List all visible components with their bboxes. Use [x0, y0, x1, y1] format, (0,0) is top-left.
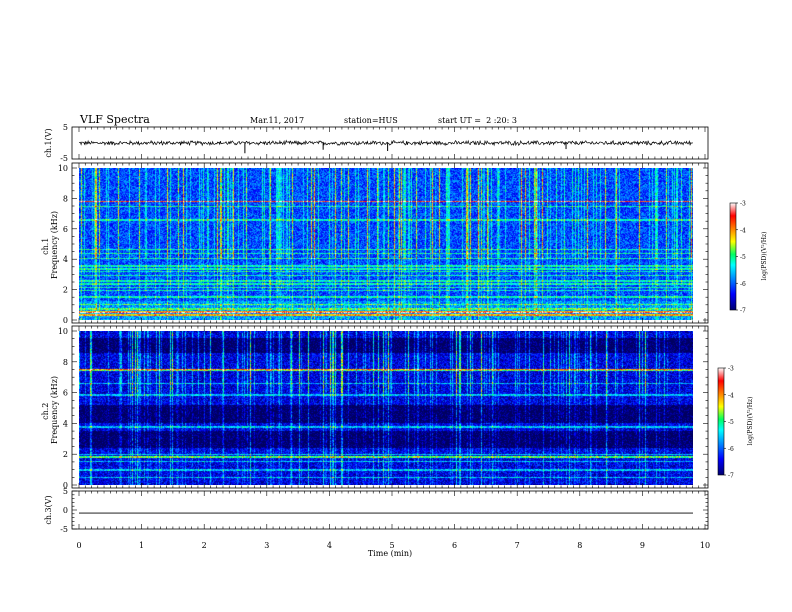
- ch1-spectrogram-frame: [71, 162, 709, 324]
- y-tick-label: 0: [63, 481, 68, 490]
- ch2-colorbar-gradient: [717, 367, 725, 476]
- ch2-colorbar-ticks: -3 -4 -5 -6 -7: [724, 366, 734, 480]
- ch1-spectrogram-yticks: 0 2 4 6 8 10: [58, 164, 708, 325]
- ch2-colorbar: -3 -4 -5 -6 -7 log(PSD)(V²/Hz): [717, 366, 754, 480]
- ch3-waveform-yticks: 5 0 -5: [60, 487, 708, 534]
- y-tick-label: 0: [63, 506, 68, 515]
- ch1-waveform-panel: 5 -5 ch.1(V): [44, 123, 709, 163]
- x-tick-label: 5: [389, 541, 394, 550]
- colorbar-tick-label: -3: [728, 366, 734, 373]
- y-tick-label: 10: [58, 327, 68, 336]
- x-tick-label: 9: [640, 541, 645, 550]
- x-tick-label: 6: [452, 541, 457, 550]
- colorbar-tick-label: -6: [740, 281, 746, 288]
- colorbar-tick-label: -7: [740, 308, 746, 315]
- ch2-spectrogram-ylabel: ch.2 Frequency (kHz): [41, 376, 59, 444]
- y-tick-label: 4: [63, 419, 68, 428]
- y-tick-label: 4: [63, 255, 68, 264]
- colorbar-tick-label: -4: [740, 227, 746, 234]
- ch3-waveform-frame: [71, 490, 709, 530]
- ch1-colorbar-ticks: -3 -4 -5 -6 -7: [736, 201, 746, 315]
- date-label: Mar.11, 2017: [250, 116, 304, 125]
- ch1-spectrogram-ylabel: ch.1 Frequency (kHz): [41, 211, 59, 279]
- ch1-waveform-trace: [78, 139, 694, 147]
- colorbar-tick-label: -5: [740, 254, 746, 261]
- ch2-spectrogram-frame: [71, 325, 709, 489]
- station-label: station=HUS: [344, 116, 398, 125]
- x-tick-label: 1: [139, 541, 144, 550]
- y-tick-label: 8: [63, 194, 68, 203]
- x-tick-label: 0: [76, 541, 81, 550]
- x-tick-label: 10: [700, 541, 710, 550]
- ch2-spectrogram-yticks: 0 2 4 6 8 10: [58, 327, 708, 490]
- x-tick-label: 3: [264, 541, 269, 550]
- colorbar-tick-label: -5: [728, 419, 734, 426]
- x-tick-label: 7: [515, 541, 520, 550]
- ch2-channel-label: ch.2: [41, 403, 50, 420]
- colorbar-tick-label: -6: [728, 446, 734, 453]
- start-ut-label: start UT = 2 :20: 3: [438, 116, 517, 125]
- y-tick-label: 6: [63, 389, 68, 398]
- y-tick-label: 0: [63, 316, 68, 325]
- y-tick-label: 10: [58, 164, 68, 173]
- ch3-waveform-panel: 5 0 -5 ch.3(V): [44, 487, 709, 534]
- ch1-ylabel: ch.1(V): [44, 128, 53, 157]
- x-tick-label: 8: [577, 541, 582, 550]
- ch1-colorbar: -3 -4 -5 -6 -7 log(PSD)(V²/Hz): [729, 201, 768, 315]
- ch1-waveform-frame: [71, 126, 709, 160]
- ch1-waveform-spikes: [244, 143, 567, 154]
- chart-title: VLF Spectra: [79, 113, 150, 126]
- ch1-frequency-label: Frequency (kHz): [50, 211, 59, 279]
- y-tick-label: 2: [63, 286, 68, 295]
- ch1-spectrogram-image: [79, 168, 693, 320]
- y-tick-label: 2: [63, 450, 68, 459]
- time-axis: 0 1 2 3 4 5 6 7 8 9 10: [76, 127, 710, 550]
- y-tick-label: 6: [63, 225, 68, 234]
- colorbar-tick-label: -7: [728, 473, 734, 480]
- ch3-ylabel: ch.3(V): [44, 495, 53, 524]
- ch1-colorbar-label: log(PSD)(V²/Hz): [761, 232, 768, 281]
- ch2-frequency-label: Frequency (kHz): [50, 376, 59, 444]
- colorbar-tick-label: -3: [740, 201, 746, 208]
- ch1-ytick-bottom: -5: [60, 154, 68, 163]
- y-tick-label: 8: [63, 358, 68, 367]
- ch1-channel-label: ch.1: [41, 238, 50, 255]
- y-tick-label: -5: [60, 525, 68, 534]
- ch2-spectrogram-image: [79, 331, 693, 485]
- ch2-spectrogram-panel: 0 2 4 6 8 10 ch.2 Frequency (kHz): [41, 325, 709, 490]
- ch1-colorbar-gradient: [729, 202, 737, 311]
- time-axis-label: Time (min): [368, 549, 412, 558]
- ch1-ytick-top: 5: [63, 123, 68, 132]
- ch2-colorbar-label: log(PSD)(V²/Hz): [747, 397, 754, 446]
- y-tick-label: 5: [63, 487, 68, 496]
- ch1-spectrogram-panel: 0 2 4 6 8 10 ch.1 Frequency (kHz): [41, 162, 709, 325]
- x-tick-label: 2: [202, 541, 207, 550]
- x-tick-label: 4: [327, 541, 332, 550]
- colorbar-tick-label: -4: [728, 392, 734, 399]
